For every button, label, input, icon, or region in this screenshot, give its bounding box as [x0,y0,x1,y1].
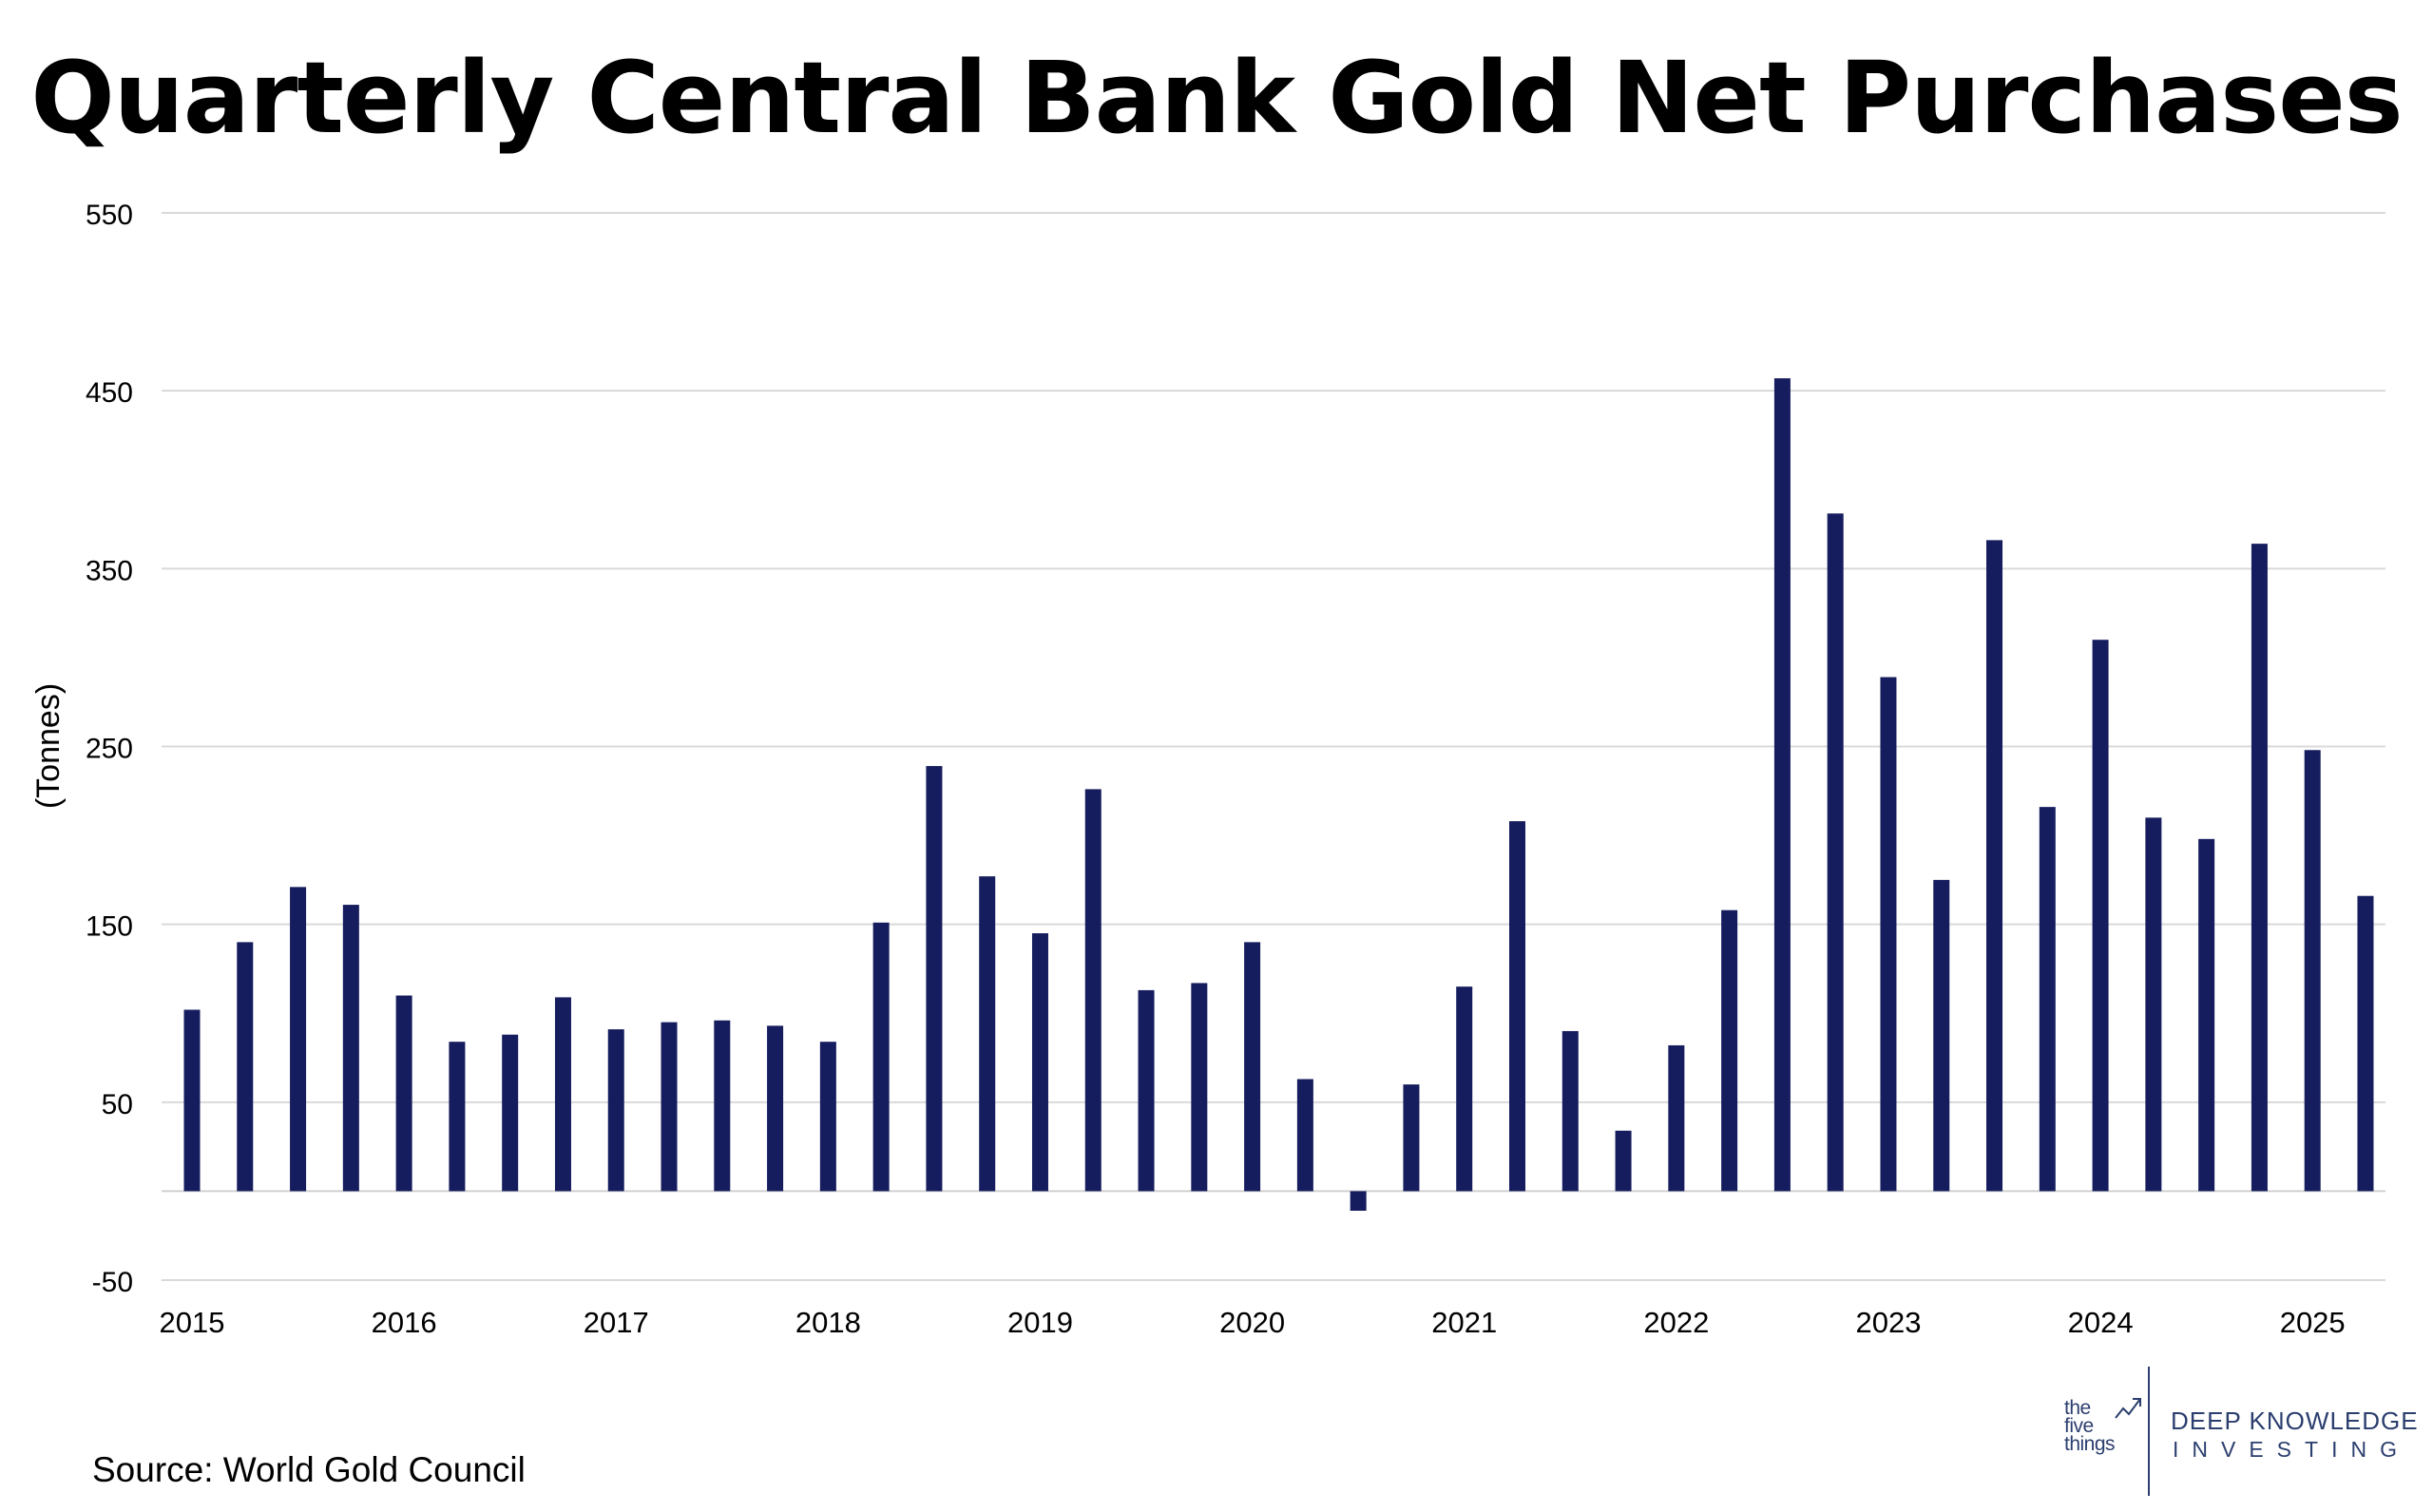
bar [1191,983,1208,1192]
bar [2198,838,2215,1192]
x-tick-label: 2019 [1007,1306,1073,1339]
y-axis-label: (Tonnes) [30,683,67,809]
source-note: Source: World Gold Council [92,1450,526,1489]
y-tick-label: 450 [86,377,133,409]
x-tick-label: 2020 [1219,1306,1285,1339]
bar [554,997,571,1192]
x-tick-label: 2021 [1431,1306,1497,1339]
trend-arrow-icon [2115,1398,2141,1419]
bar [395,995,412,1192]
bar [1721,909,1738,1192]
bar [1456,986,1473,1192]
bar [449,1042,466,1192]
bar [661,1022,678,1192]
bar [2039,807,2056,1192]
x-tick-label: 2016 [372,1306,437,1339]
bar [926,766,943,1192]
bar [237,942,254,1192]
logo-text-things: things [2064,1433,2116,1455]
logo-deep-knowledge: DEEP KNOWLEDGE [2171,1407,2419,1435]
bar [1403,1084,1420,1192]
bar [2145,817,2162,1192]
bar [1296,1079,1313,1192]
x-tick-label: 2022 [1643,1306,1709,1339]
five-things-logo: the five things [2064,1397,2138,1455]
y-tick-label: 50 [102,1089,133,1120]
bar [1615,1130,1632,1192]
bar [1244,942,1261,1192]
logo-text-five: five [2064,1415,2094,1437]
logo: the five things DEEP KNOWLEDGE INVESTING [2064,1367,2419,1500]
x-tick-label: 2024 [2068,1306,2134,1339]
bar [502,1034,519,1192]
y-tick-label: 550 [86,200,133,231]
bar [1031,933,1048,1192]
logo-text-the: the [2064,1397,2091,1419]
y-tick-label: 350 [86,555,133,586]
bar [2304,750,2321,1192]
x-tick-label: 2018 [795,1306,861,1339]
x-tick-label: 2017 [584,1306,649,1339]
bar [342,905,359,1192]
x-tick-label: 2015 [160,1306,225,1339]
chart-title: Quarterly Central Bank Gold Net Purchase… [30,40,2403,156]
bar [2092,640,2109,1192]
bar [290,887,307,1192]
bar [714,1020,731,1192]
bar [2251,544,2268,1192]
bar [1350,1191,1367,1212]
y-tick-label: 250 [86,734,133,765]
y-tick-label: -50 [92,1267,133,1298]
bar [1138,989,1155,1192]
logo-investing: INVESTING [2173,1437,2410,1462]
bar [1986,540,2003,1192]
bar [183,1009,201,1192]
x-tick-label: 2023 [1855,1306,1921,1339]
bar [819,1042,836,1192]
bar [2357,895,2374,1192]
logo-divider [2148,1367,2150,1496]
x-tick-label: 2025 [2280,1306,2346,1339]
bar [1561,1030,1579,1192]
y-tick-label: 150 [86,911,133,943]
bar [1084,789,1102,1192]
bar [872,922,890,1192]
bar [767,1025,784,1192]
bar [1668,1044,1685,1192]
bar [1509,821,1525,1192]
bar [607,1029,624,1192]
bar [1880,677,1897,1192]
bar [979,876,996,1192]
bar [1827,513,1844,1192]
bar [1933,879,1950,1192]
bar [1773,378,1791,1192]
